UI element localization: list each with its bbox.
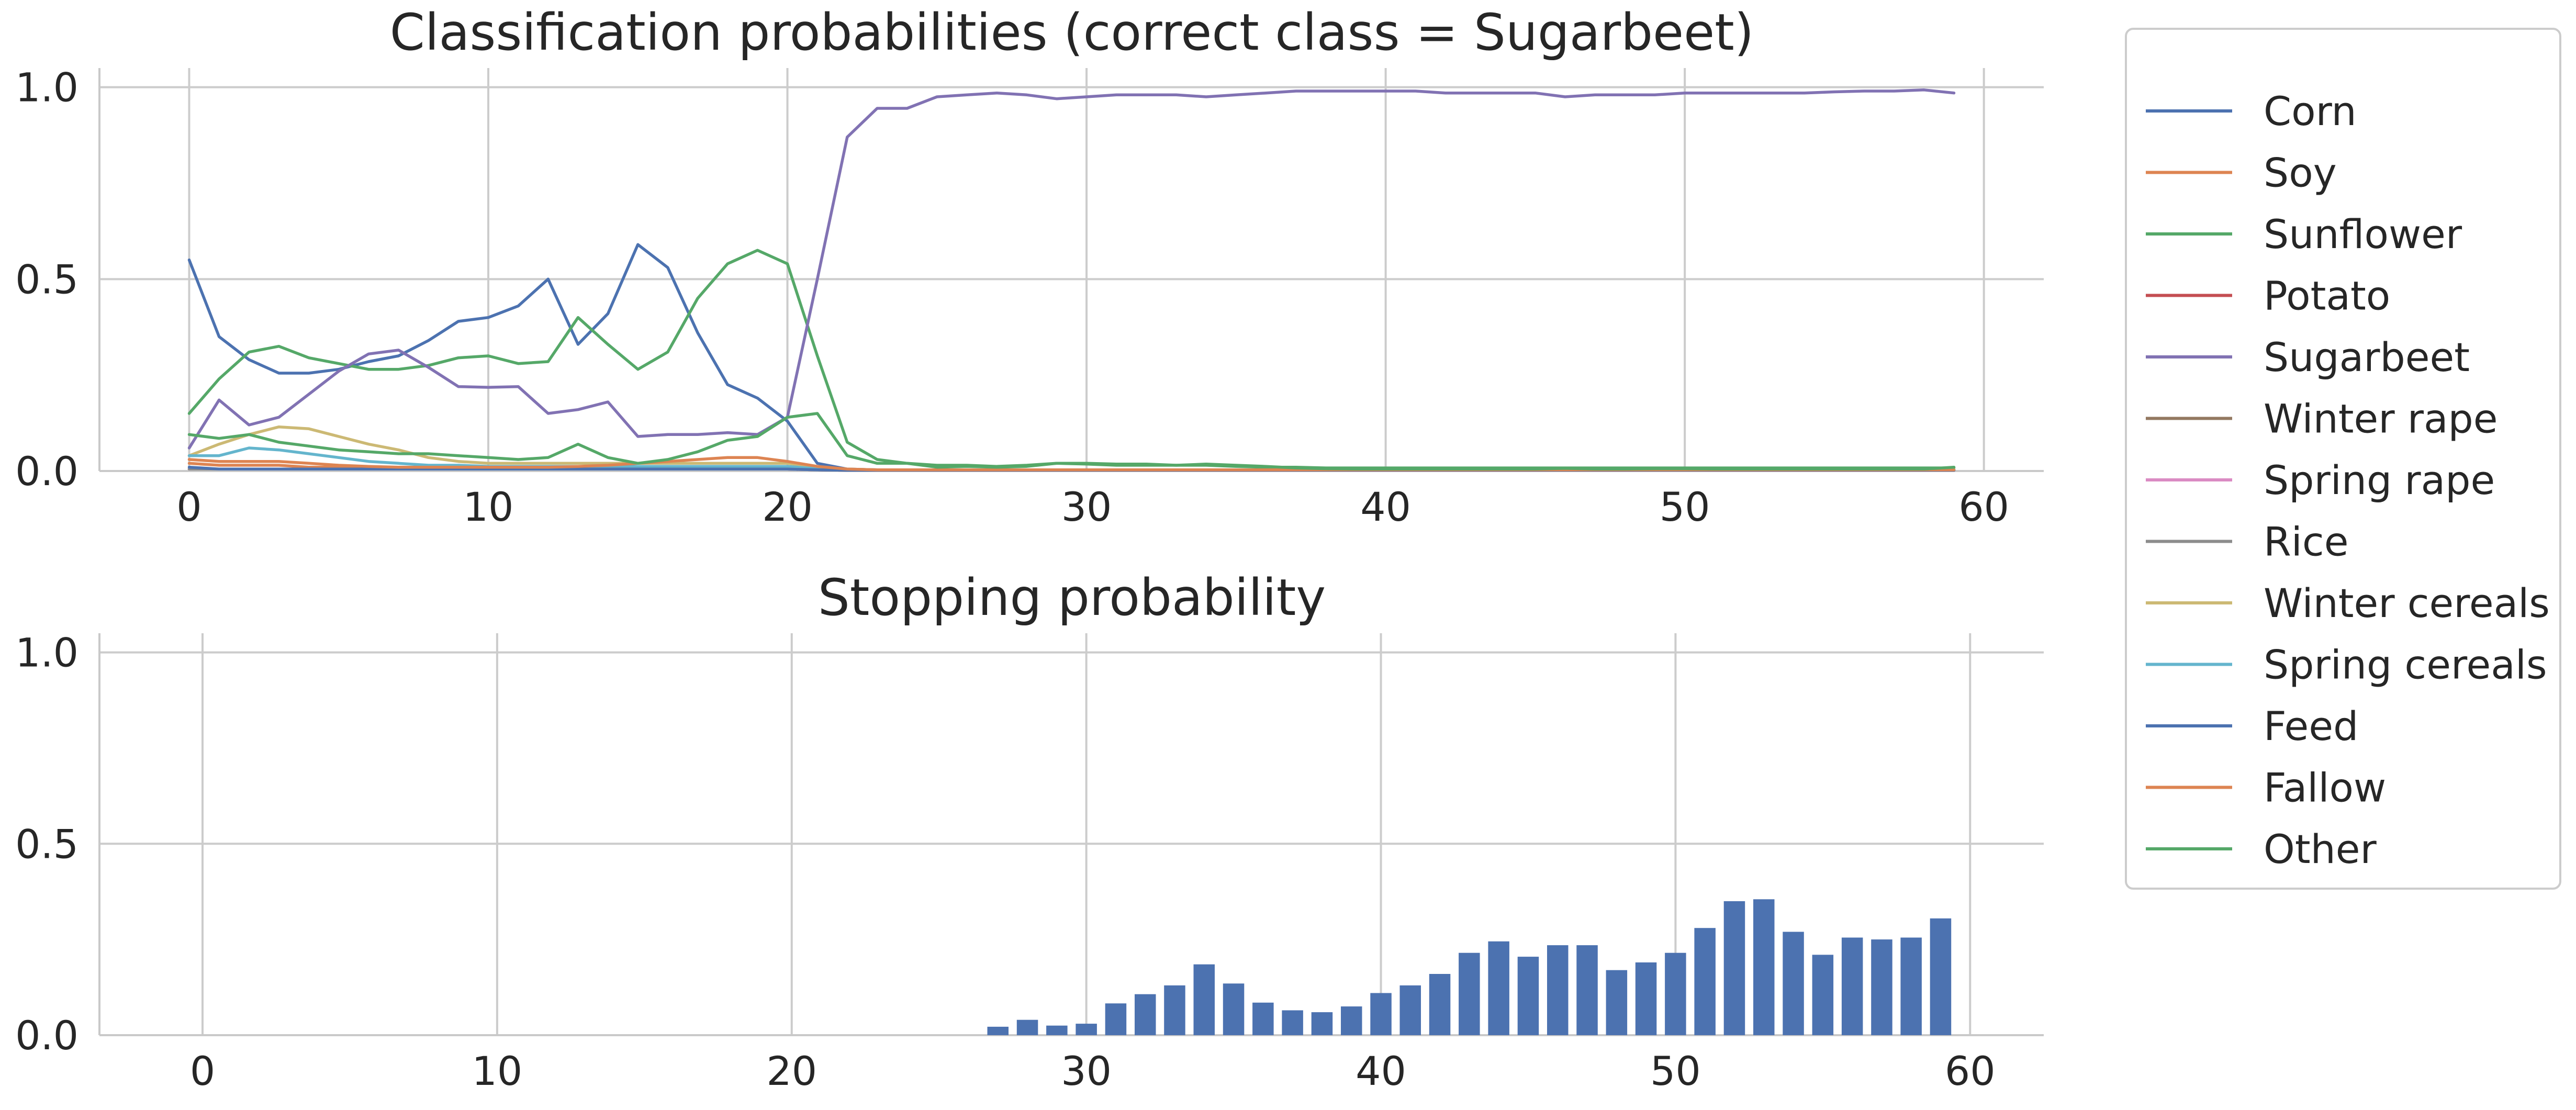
stopping-bar-37 xyxy=(1282,1010,1303,1035)
stopping-bar-40 xyxy=(1370,993,1392,1035)
stopping-bar-46 xyxy=(1547,945,1569,1035)
stopping-axes: Stopping probability 0 10 20 30 40 50 60 0.0 0.5… xyxy=(15,568,2044,1094)
stopping-bar-34 xyxy=(1193,964,1215,1035)
stopping-bar-58 xyxy=(1900,937,1922,1035)
legend-item-rice: Rice xyxy=(2146,519,2348,565)
stopping-bar-28 xyxy=(1016,1019,1038,1035)
top-ytick-label: 1.0 xyxy=(15,64,79,111)
legend: Corn Soy Sunflower Potato Sugarbeet Winter ra… xyxy=(2125,28,2561,890)
top-xtick-label: 50 xyxy=(1660,484,1710,530)
stopping-bar-31 xyxy=(1105,1003,1127,1035)
stopping-bar-54 xyxy=(1783,932,1804,1035)
stopping-bar-47 xyxy=(1576,945,1598,1035)
top-xtick-label: 60 xyxy=(1958,484,2009,530)
bottom-chart-title: Stopping probability xyxy=(818,568,1326,627)
legend-frame xyxy=(2125,28,2561,890)
bottom-bars xyxy=(987,899,1952,1035)
legend-item-winter-rape: Winter rape xyxy=(2146,396,2498,442)
top-ytick-label: 0.5 xyxy=(15,256,79,302)
legend-label: Feed xyxy=(2264,703,2358,749)
bottom-xtick-label: 20 xyxy=(766,1048,817,1094)
bottom-tick-labels: 0 10 20 30 40 50 60 0.0 0.5 1.0 xyxy=(15,630,1996,1094)
bottom-xtick-label: 30 xyxy=(1061,1048,1112,1094)
bottom-grid xyxy=(98,633,2044,1036)
top-xtick-label: 10 xyxy=(463,484,514,530)
legend-item-soy: Soy xyxy=(2146,150,2337,196)
stopping-bar-53 xyxy=(1753,899,1775,1035)
stopping-bar-44 xyxy=(1488,941,1509,1035)
series-line-sunflower xyxy=(187,249,1956,469)
legend-label: Sunflower xyxy=(2264,211,2462,257)
stopping-bar-41 xyxy=(1399,985,1421,1035)
legend-item-potato: Potato xyxy=(2146,273,2390,319)
top-xtick-label: 0 xyxy=(176,484,201,530)
bottom-xtick-label: 40 xyxy=(1356,1048,1406,1094)
legend-item-other: Other xyxy=(2146,826,2377,872)
stopping-bar-43 xyxy=(1459,952,1480,1035)
legend-item-corn: Corn xyxy=(2146,88,2357,134)
legend-label: Rice xyxy=(2264,519,2348,565)
legend-label: Potato xyxy=(2264,273,2390,319)
top-xtick-label: 40 xyxy=(1360,484,1411,530)
legend-label: Sugarbeet xyxy=(2264,334,2470,380)
stopping-bar-51 xyxy=(1694,928,1716,1035)
stopping-bar-38 xyxy=(1311,1012,1333,1035)
top-xtick-label: 20 xyxy=(762,484,813,530)
stopping-bar-35 xyxy=(1223,983,1245,1035)
stopping-bar-32 xyxy=(1135,994,1156,1035)
legend-item-fallow: Fallow xyxy=(2146,765,2386,811)
bottom-xtick-label: 10 xyxy=(472,1048,523,1094)
legend-label: Spring rape xyxy=(2264,457,2495,503)
stopping-bar-56 xyxy=(1841,937,1863,1035)
classification-axes: Classification probabilities (correct cl… xyxy=(15,3,2044,530)
bottom-ytick-label: 0.0 xyxy=(15,1012,79,1059)
stopping-bar-45 xyxy=(1517,957,1539,1035)
legend-item-spring-rape: Spring rape xyxy=(2146,457,2495,503)
legend-item-winter-cereals: Winter cereals xyxy=(2146,580,2550,626)
bottom-xtick-label: 60 xyxy=(1945,1048,1996,1094)
legend-label: Fallow xyxy=(2264,765,2386,811)
top-xtick-label: 30 xyxy=(1061,484,1112,530)
top-chart-title: Classification probabilities (correct cl… xyxy=(390,3,1754,62)
legend-item-sugarbeet: Sugarbeet xyxy=(2146,334,2470,380)
legend-item-feed: Feed xyxy=(2146,703,2358,749)
legend-item-spring-cereals: Spring cereals xyxy=(2146,642,2547,688)
stopping-bar-50 xyxy=(1665,952,1686,1035)
series-line-sugarbeet xyxy=(187,88,1956,450)
stopping-bar-52 xyxy=(1723,901,1745,1035)
legend-label: Winter cereals xyxy=(2264,580,2550,626)
stopping-bar-30 xyxy=(1076,1024,1097,1035)
top-series-lines xyxy=(187,88,1956,472)
stopping-bar-39 xyxy=(1341,1006,1362,1035)
stopping-bar-36 xyxy=(1252,1002,1274,1035)
legend-label: Other xyxy=(2264,826,2377,872)
stopping-bar-48 xyxy=(1606,970,1628,1035)
stopping-bar-55 xyxy=(1812,955,1834,1035)
stopping-bar-42 xyxy=(1429,974,1451,1035)
top-grid xyxy=(98,68,2044,472)
bottom-xtick-label: 0 xyxy=(190,1048,215,1094)
stopping-bar-27 xyxy=(987,1026,1009,1035)
bottom-ytick-label: 1.0 xyxy=(15,630,79,676)
bottom-xtick-label: 50 xyxy=(1650,1048,1701,1094)
legend-label: Spring cereals xyxy=(2264,642,2547,688)
series-line-other xyxy=(187,412,1956,471)
bottom-ytick-label: 0.5 xyxy=(15,821,79,867)
stopping-bar-33 xyxy=(1164,985,1185,1035)
top-ytick-label: 0.0 xyxy=(15,448,79,495)
stopping-bar-57 xyxy=(1871,939,1892,1035)
legend-label: Soy xyxy=(2264,150,2337,196)
top-tick-labels: 0 10 20 30 40 50 60 0.0 0.5 1.0 xyxy=(15,64,2009,530)
stopping-bar-29 xyxy=(1046,1025,1068,1035)
stopping-bar-49 xyxy=(1635,962,1657,1035)
legend-item-sunflower: Sunflower xyxy=(2146,211,2462,257)
legend-label: Corn xyxy=(2264,88,2357,134)
stopping-bar-59 xyxy=(1930,918,1952,1035)
legend-label: Winter rape xyxy=(2264,396,2498,442)
